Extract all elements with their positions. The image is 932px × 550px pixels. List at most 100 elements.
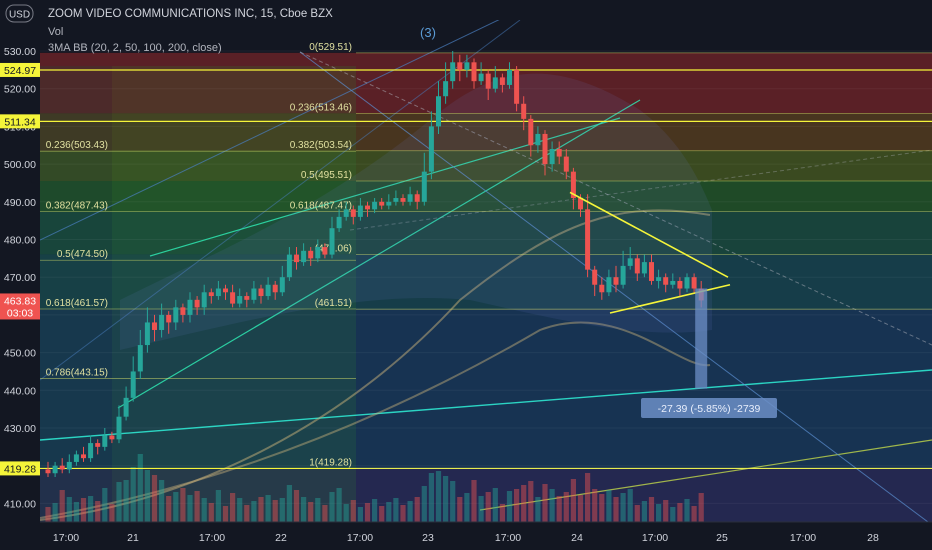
candle-body <box>656 277 662 281</box>
volume-bar <box>670 507 676 522</box>
volume-bar <box>166 496 172 522</box>
candle-body <box>66 461 72 470</box>
time-tick: 21 <box>127 532 139 544</box>
fib-label-right: 1(419.28) <box>309 457 352 468</box>
volume-bar <box>88 496 94 522</box>
volume-bar <box>684 499 690 522</box>
time-tick: 17:00 <box>642 532 668 544</box>
candle-body <box>443 81 449 97</box>
volume-bar <box>173 492 179 522</box>
volume-bar <box>123 480 129 522</box>
price-tick: 410.00 <box>4 498 36 510</box>
volume-bar <box>357 507 363 522</box>
fib-label-left: 0.382(487.43) <box>46 200 108 211</box>
volume-bar <box>194 491 200 522</box>
volume-bar <box>485 492 491 522</box>
price-tag <box>0 114 40 129</box>
candle-body <box>428 126 434 172</box>
price-tick: 480.00 <box>4 235 36 247</box>
candle-body <box>471 62 477 82</box>
volume-bar <box>634 505 640 522</box>
price-tag-label: 511.34 <box>4 116 35 128</box>
volume-bar <box>329 492 335 522</box>
time-axis[interactable]: 17:00 21 17:00 22 17:00 23 17:00 24 17:00 25 17:00… <box>53 532 879 544</box>
symbol-title[interactable]: ZOOM VIDEO COMMUNICATIONS INC, 15, Cboe … <box>48 8 333 20</box>
candle-body <box>535 133 541 146</box>
candle-body <box>59 465 65 470</box>
candle-body <box>223 288 228 293</box>
time-tick: 17:00 <box>495 532 521 544</box>
candle-body <box>88 443 94 459</box>
fib-labels: 0.236(503.43) 0.382(487.43) 0.5(474.50) 0.6… <box>46 42 352 469</box>
candle-body <box>116 416 122 440</box>
candle-body <box>436 96 441 127</box>
volume-bar <box>592 489 598 522</box>
volume-bar <box>414 497 420 522</box>
volume-bar <box>286 485 292 522</box>
candle-body <box>521 103 527 119</box>
candle-body <box>244 296 250 300</box>
candle-body <box>585 209 591 270</box>
price-tick: 500.00 <box>4 159 36 171</box>
candle-body <box>173 307 179 323</box>
volume-bar <box>450 481 456 522</box>
candle-body <box>357 205 363 217</box>
volume-bar <box>208 503 214 522</box>
candle-body <box>407 194 413 202</box>
indicator-legend[interactable]: 3MA BB (20, 2, 50, 100, 200, close) <box>48 42 222 54</box>
trend-line <box>40 20 521 381</box>
volume-bar <box>222 506 229 522</box>
candle-body <box>606 277 612 293</box>
wave-label: (3) <box>420 25 436 40</box>
candle-body <box>123 397 129 417</box>
volume-bars <box>45 454 704 522</box>
candle-body <box>570 171 576 199</box>
last-price-tag <box>0 293 40 320</box>
candle-body <box>372 201 378 210</box>
measure-tool[interactable]: -27.39 (-5.85%) -2739 <box>641 288 777 418</box>
candle-body <box>365 205 370 210</box>
volume-bar <box>315 498 321 522</box>
grid <box>40 50 932 504</box>
volume-bar <box>407 501 413 522</box>
candle-body <box>649 262 654 281</box>
candle-body <box>620 265 626 285</box>
volume-bar <box>151 475 158 522</box>
candle-body <box>166 314 172 323</box>
fib-label-left: 0.618(461.57) <box>46 298 108 309</box>
time-tick: 17:00 <box>790 532 816 544</box>
volume-bar <box>386 502 392 522</box>
candle-body <box>208 292 214 297</box>
volume-bar <box>144 470 150 522</box>
volume-bar <box>542 484 548 522</box>
measure-label: -27.39 (-5.85%) -2739 <box>658 403 761 415</box>
candle-body <box>102 435 108 447</box>
volume-bar <box>116 482 122 522</box>
candle-body <box>507 69 512 85</box>
volume-bar <box>109 504 115 522</box>
volume-bar <box>379 506 385 522</box>
candle-body <box>641 262 647 274</box>
fib-zone <box>40 468 932 522</box>
candle-body <box>514 69 520 104</box>
candle-body <box>180 307 186 315</box>
candle-body <box>159 314 165 330</box>
countdown-label: 03:03 <box>7 307 33 319</box>
fib-label-right: 0.382(503.54) <box>290 140 352 151</box>
volume-legend[interactable]: Vol <box>48 26 63 38</box>
fib-zone <box>40 211 932 255</box>
trend-lines <box>40 20 932 522</box>
volume-bar <box>549 489 555 522</box>
volume-bar <box>585 473 591 522</box>
candle-body <box>670 280 676 285</box>
volume-bar <box>364 503 371 522</box>
candle-body <box>386 201 392 206</box>
candle-body <box>350 209 356 217</box>
candle-body <box>592 269 598 285</box>
volume-bar <box>73 502 79 522</box>
candle-body <box>237 296 243 304</box>
currency-badge[interactable]: USD <box>5 4 34 23</box>
volume-bar <box>435 471 442 522</box>
fib-label-right: 0.236(513.46) <box>290 102 352 113</box>
